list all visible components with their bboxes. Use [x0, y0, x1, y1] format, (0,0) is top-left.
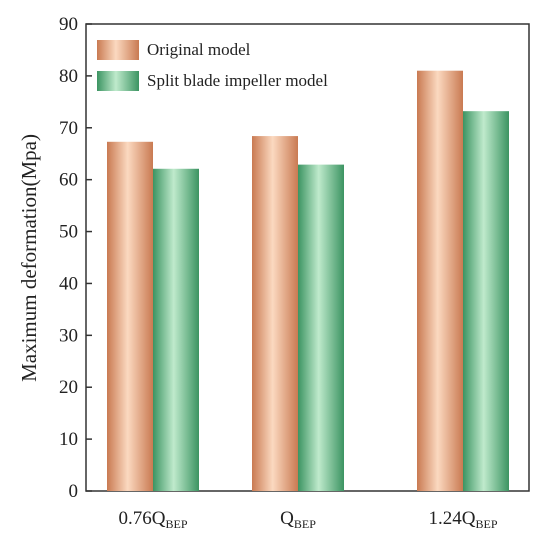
x-tick-label-main: 0.76Q	[119, 508, 166, 529]
y-axis: 0 10 20 30 40 50 60 70 80 90	[59, 14, 92, 502]
legend-swatch-split	[97, 71, 139, 91]
x-tick-label: QBEP	[280, 508, 316, 531]
y-tick-label: 90	[59, 14, 78, 35]
legend: Original model Split blade impeller mode…	[97, 40, 328, 91]
y-tick-label: 50	[59, 222, 78, 243]
y-tick-label: 70	[59, 118, 78, 139]
bar-original-1	[252, 136, 298, 491]
y-tick-label: 80	[59, 66, 78, 87]
y-tick-label: 40	[59, 273, 78, 294]
legend-label-split: Split blade impeller model	[147, 71, 328, 90]
bar-split-0	[153, 168, 199, 491]
legend-label-original: Original model	[147, 40, 251, 59]
y-axis-title: Maximum deformation(Mpa)	[17, 134, 41, 382]
bar-split-1	[298, 164, 344, 491]
x-tick-label-main: 1.24Q	[429, 508, 476, 529]
x-tick-label: 1.24QBEP	[429, 508, 498, 531]
y-tick-label: 60	[59, 170, 78, 191]
bar-split-2	[463, 111, 509, 491]
x-tick-label-subscript: BEP	[475, 517, 497, 531]
bar-original-0	[107, 141, 153, 491]
x-tick-label: 0.76QBEP	[119, 508, 188, 531]
x-tick-label-subscript: BEP	[165, 517, 187, 531]
y-tick-label: 10	[59, 429, 78, 450]
bars-group	[107, 70, 509, 491]
y-tick-label: 30	[59, 325, 78, 346]
legend-swatch-original	[97, 40, 139, 60]
bar-original-2	[417, 70, 463, 491]
y-tick-label: 20	[59, 377, 78, 398]
x-axis: 0.76QBEP QBEP 1.24QBEP	[119, 508, 498, 531]
y-tick-label: 0	[69, 481, 79, 502]
x-tick-label-subscript: BEP	[294, 517, 316, 531]
x-tick-label-main: Q	[280, 508, 294, 529]
